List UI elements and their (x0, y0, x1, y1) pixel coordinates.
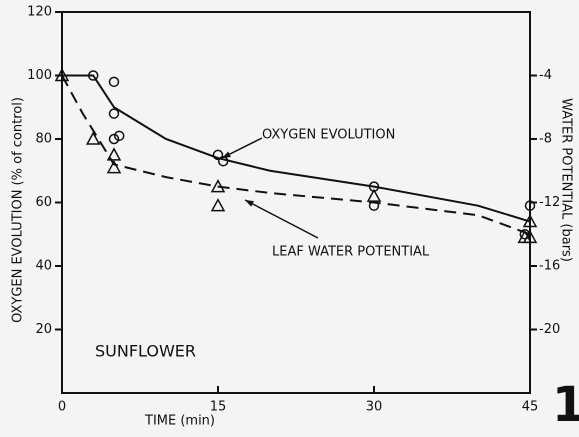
data-point (87, 70, 99, 81)
arrow-head (245, 200, 254, 207)
data-point (212, 149, 224, 161)
data-point (108, 76, 120, 88)
y-tick-label: 20 (35, 322, 52, 337)
series-annotation: LEAF WATER POTENTIAL (272, 245, 430, 260)
y-tick-label: 80 (35, 132, 52, 147)
arrow-head (222, 151, 231, 158)
data-point (108, 108, 120, 119)
data-point (106, 147, 122, 161)
data-point (524, 200, 536, 211)
y2-tick-label: -20 (539, 322, 560, 337)
annotation-arrow (244, 199, 319, 239)
x-tick-label: 15 (210, 400, 227, 415)
fit-curve (62, 74, 531, 223)
y2-tick-label: -4 (539, 68, 552, 83)
data-point (108, 133, 120, 145)
y2-tick-label: -8 (539, 132, 552, 147)
y-tick-label: 100 (27, 68, 52, 83)
fit-curve (61, 75, 531, 236)
y-tick-label: 120 (27, 5, 52, 20)
figure-label: 1 (552, 377, 579, 433)
y-tick-label: 60 (35, 195, 52, 210)
data-point (522, 229, 538, 244)
y-axis-label: OXYGEN EVOLUTION (% of control) (11, 97, 26, 323)
y2-axis-label: WATER POTENTIAL (bars) (559, 98, 574, 262)
y2-tick-label: -16 (539, 259, 560, 274)
data-point (522, 213, 538, 228)
y-tick-label: 40 (35, 259, 52, 274)
data-point (113, 130, 125, 142)
x-axis-label: TIME (min) (144, 414, 215, 429)
data-point (106, 160, 122, 174)
series-annotation: OXYGEN EVOLUTION (262, 128, 395, 143)
x-tick-label: 30 (366, 400, 383, 415)
data-point (210, 198, 226, 212)
x-tick-label: 45 (522, 400, 539, 415)
y2-tick-label: -12 (539, 195, 560, 210)
data-point (85, 131, 101, 145)
data-point (366, 188, 382, 202)
x-tick-label: 0 (58, 400, 66, 415)
data-point (210, 179, 226, 193)
data-point (54, 67, 70, 82)
annotation: SUNFLOWER (95, 342, 196, 361)
